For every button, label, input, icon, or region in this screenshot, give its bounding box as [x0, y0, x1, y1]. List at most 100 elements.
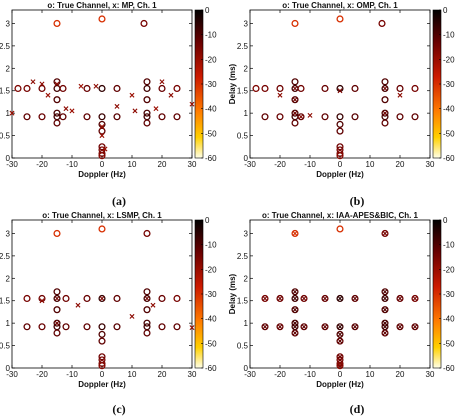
true-channel-marker [98, 330, 106, 338]
true-channel-marker [336, 323, 344, 331]
y-tick-label: 0 [244, 364, 249, 373]
true-channel-marker [381, 329, 389, 337]
estimate-marker [129, 313, 135, 319]
caption-a: (a) [112, 194, 126, 208]
true-channel-marker [143, 306, 151, 314]
true-channel-marker [143, 319, 151, 327]
true-channel-marker [173, 113, 181, 121]
x-tick-label: -30 [6, 370, 18, 379]
true-channel-marker [98, 127, 106, 135]
true-channel-marker [143, 329, 151, 337]
true-channel-marker [113, 323, 121, 331]
estimate-marker [382, 295, 388, 301]
colorbar-tick-label: -40 [443, 105, 455, 114]
true-channel-marker [143, 84, 151, 93]
true-channel-marker [98, 294, 106, 303]
estimate-marker [337, 88, 343, 94]
x-tick-label: 0 [338, 160, 343, 169]
estimate-marker [189, 325, 195, 331]
colorbar-tick-label: -20 [443, 265, 455, 274]
estimate-marker [301, 295, 307, 301]
estimate-marker [30, 79, 36, 85]
estimate-marker [292, 295, 298, 301]
colorbar-tick-label: -30 [205, 80, 217, 89]
x-tick-label: 10 [128, 370, 137, 379]
true-channel-marker [321, 113, 329, 121]
true-channel-marker [276, 294, 284, 303]
estimate-marker [78, 83, 84, 89]
estimate-marker [69, 108, 75, 114]
true-channel-marker [53, 109, 61, 117]
estimate-marker [382, 330, 388, 336]
colorbar-tick-label: -50 [443, 339, 455, 348]
true-channel-marker [143, 229, 151, 238]
true-channel-marker [261, 323, 269, 331]
estimate-marker [277, 92, 283, 98]
true-channel-marker [300, 294, 308, 303]
true-channel-marker [98, 362, 106, 370]
colorbar-tick-label: -40 [443, 315, 455, 324]
x-axis-label: Doppler (Hz) [78, 380, 126, 389]
x-tick-label: -10 [66, 160, 78, 169]
true-channel-marker [158, 294, 166, 303]
true-channel-marker [83, 323, 91, 331]
true-channel-marker [158, 323, 166, 331]
true-channel-marker [411, 323, 419, 331]
chart-panel-2: o: True Channel, x: OMP, Ch. 1 -30 -20 -10 0… [228, 1, 455, 179]
x-axis-label: Doppler (Hz) [78, 170, 126, 179]
true-channel-marker [381, 229, 389, 238]
y-tick-label: 3 [244, 229, 249, 238]
estimate-marker [307, 112, 313, 118]
colorbar-tick-label: -60 [443, 364, 455, 373]
colorbar-tick-label: 0 [205, 6, 210, 15]
true-channel-marker [291, 329, 299, 337]
estimate-marker [168, 92, 174, 98]
true-channel-marker [53, 294, 61, 303]
true-channel-marker [291, 96, 299, 104]
true-channel-marker [59, 84, 67, 93]
true-channel-marker [98, 15, 106, 23]
caption-c: (c) [112, 402, 126, 416]
chart-panel-3: o: True Channel, x: LSMP, Ch. 1 -30 -20 -10… [0, 211, 217, 389]
true-channel-marker [351, 323, 359, 331]
estimate-marker [382, 324, 388, 330]
true-channel-marker [378, 19, 386, 28]
estimate-marker [262, 324, 268, 330]
x-tick-label: 20 [396, 160, 405, 169]
colorbar-tick-label: -30 [205, 290, 217, 299]
colorbar-tick-label: -40 [205, 105, 217, 114]
true-channel-marker [411, 84, 419, 93]
estimate-marker [382, 289, 388, 295]
plot-area [11, 219, 193, 369]
true-channel-marker [291, 229, 299, 238]
chart-title: o: True Channel, x: MP, Ch. 1 [47, 1, 157, 10]
true-channel-marker [276, 113, 284, 121]
estimate-marker [412, 324, 418, 330]
estimate-marker [54, 295, 60, 301]
true-channel-marker [291, 109, 299, 117]
true-channel-marker [291, 19, 299, 28]
x-tick-label: 30 [188, 160, 197, 169]
true-channel-marker [336, 225, 344, 233]
y-tick-label: 2.5 [0, 42, 11, 51]
true-channel-marker [336, 127, 344, 135]
colorbar-tick-label: -10 [443, 241, 455, 250]
true-channel-marker [336, 149, 344, 158]
true-channel-marker [53, 306, 61, 314]
estimate-marker [397, 324, 403, 330]
true-channel-marker [143, 288, 151, 296]
y-axis-label: Delay (ms) [228, 273, 237, 314]
true-channel-marker [158, 84, 166, 93]
estimate-marker [262, 295, 268, 301]
true-channel-marker [98, 84, 106, 93]
true-channel-marker [321, 323, 329, 331]
true-channel-marker [297, 113, 305, 121]
estimate-marker [277, 295, 283, 301]
estimate-marker [322, 324, 328, 330]
true-channel-marker [396, 113, 404, 121]
estimate-marker [382, 307, 388, 313]
y-tick-label: 2 [244, 64, 249, 73]
y-axis-label: Delay (ms) [228, 63, 237, 104]
colorbar-tick-label: -50 [205, 339, 217, 348]
true-channel-marker [396, 323, 404, 331]
